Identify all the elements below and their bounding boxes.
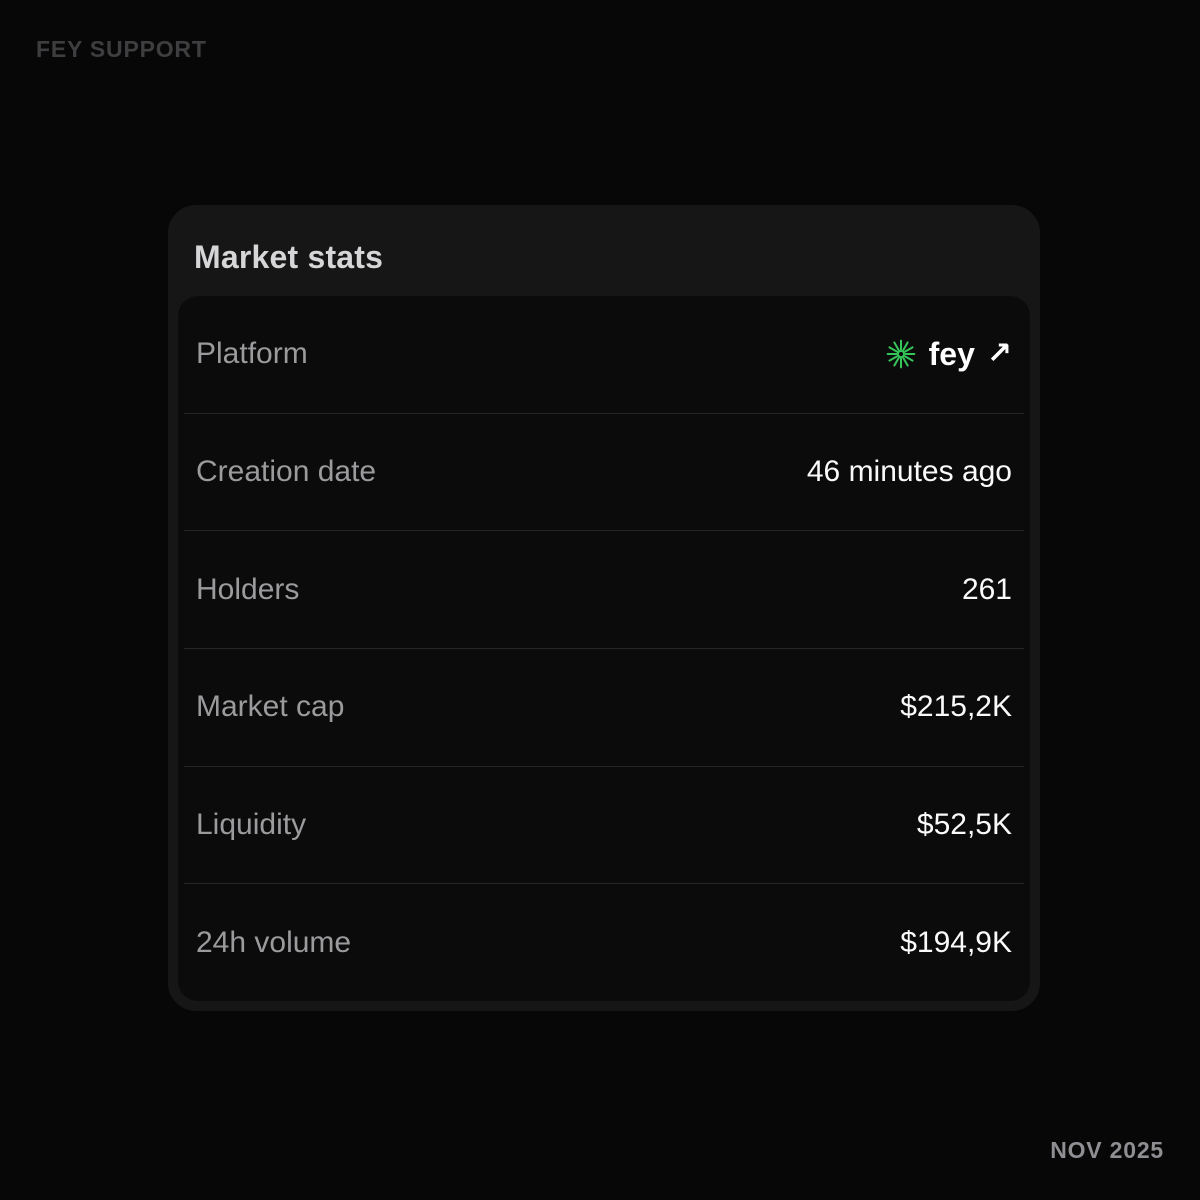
- fey-starburst-icon: [885, 338, 917, 370]
- row-value: 261: [961, 572, 1012, 606]
- platform-link[interactable]: fey ↗: [885, 336, 1012, 373]
- stat-row-platform: Platform: [184, 296, 1024, 413]
- brand-label: FEY SUPPORT: [36, 36, 207, 62]
- row-value: $194,9K: [900, 925, 1012, 959]
- stat-row-24h-volume: 24h volume $194,9K: [184, 883, 1024, 1001]
- row-label: Liquidity: [196, 808, 307, 842]
- platform-name: fey: [928, 335, 975, 372]
- stat-row-market-cap: Market cap $215,2K: [184, 648, 1024, 766]
- date-label: NOV 2025: [1050, 1137, 1164, 1163]
- row-value: $52,5K: [916, 808, 1012, 842]
- row-label: Holders: [196, 572, 300, 606]
- row-value: $215,2K: [900, 690, 1012, 724]
- row-label: Market cap: [196, 690, 345, 724]
- stat-row-creation-date: Creation date 46 minutes ago: [184, 412, 1024, 531]
- arrow-up-right-icon: ↗: [986, 337, 1012, 371]
- row-label: Creation date: [196, 455, 377, 488]
- row-value: 46 minutes ago: [806, 455, 1012, 488]
- row-label: Platform: [196, 337, 308, 371]
- market-stats-card: Market stats Platform: [168, 205, 1040, 1011]
- stats-panel: Platform: [178, 296, 1030, 1001]
- row-label: 24h volume: [196, 925, 352, 959]
- stat-row-liquidity: Liquidity $52,5K: [184, 765, 1024, 884]
- stat-row-holders: Holders 261: [184, 530, 1024, 648]
- card-title: Market stats: [194, 239, 384, 275]
